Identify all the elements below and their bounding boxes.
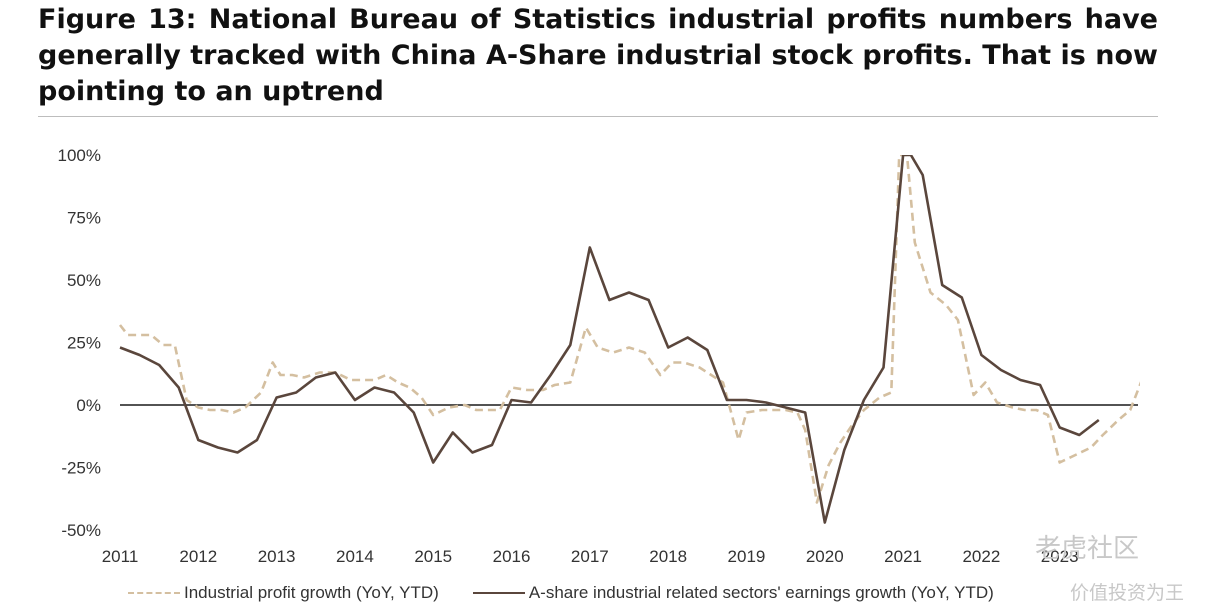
x-tick-label: 2017 <box>571 547 609 566</box>
x-tick-label: 2013 <box>258 547 296 566</box>
legend-label: A-share industrial related sectors' earn… <box>528 583 994 602</box>
x-tick-label: 2015 <box>414 547 452 566</box>
y-axis-tick-labels: 100% 75% 50% 25% 0% -25% -50% <box>58 146 101 540</box>
x-tick-label: 2021 <box>884 547 922 566</box>
legend-swatch-dashed <box>128 592 180 594</box>
x-axis-tick-labels: 2011 2012 2013 2014 2015 2016 2017 2018 2019 2020… <box>102 547 1079 566</box>
x-tick-label: 2019 <box>728 547 766 566</box>
legend-swatch-solid <box>472 592 525 594</box>
y-tick-label: -25% <box>61 459 101 478</box>
watermark-caption: 价值投资为王 <box>1070 583 1185 604</box>
x-tick-label: 2016 <box>493 547 531 566</box>
x-tick-label: 2020 <box>806 547 844 566</box>
legend-label: Industrial profit growth (YoY, YTD) <box>184 583 439 602</box>
x-tick-label: 2022 <box>962 547 1000 566</box>
x-tick-label: 2012 <box>179 547 217 566</box>
watermark-logo: 老虎社区 <box>1035 533 1140 563</box>
y-tick-label: 75% <box>67 209 101 228</box>
x-tick-label: 2014 <box>336 547 374 566</box>
series-industrial-profit-line <box>118 155 1140 504</box>
legend-item-a-share-earnings: A-share industrial related sectors' earn… <box>472 583 994 603</box>
legend: Industrial profit growth (YoY, YTD) A-sh… <box>128 580 1028 606</box>
y-tick-label: -50% <box>61 521 101 540</box>
y-tick-label: 25% <box>67 334 101 353</box>
chart-title: Figure 13: National Bureau of Statistics… <box>38 4 1158 107</box>
series-a-share-earnings-line <box>119 155 1100 524</box>
title-divider <box>38 116 1158 117</box>
x-tick-label: 2023 <box>1041 547 1079 566</box>
y-tick-label: 100% <box>58 146 101 165</box>
legend-item-industrial-profit: Industrial profit growth (YoY, YTD) <box>128 583 439 603</box>
x-tick-label: 2018 <box>649 547 687 566</box>
y-tick-label: 50% <box>67 271 101 290</box>
series-layer <box>118 155 1140 524</box>
x-tick-label: 2011 <box>102 547 139 566</box>
y-tick-label: 0% <box>76 396 101 415</box>
